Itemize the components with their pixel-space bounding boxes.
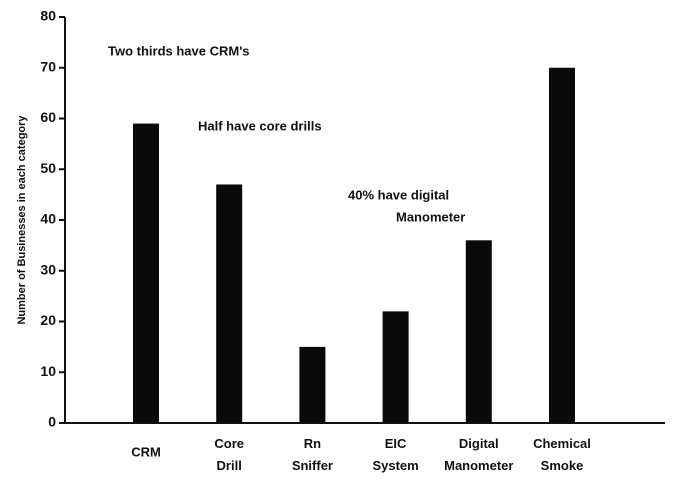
- y-tick-label: 0: [48, 414, 56, 430]
- x-tick-label: EIC System: [372, 436, 418, 473]
- x-tick-label: Chemical Smoke: [533, 436, 591, 473]
- bar: [216, 184, 243, 423]
- y-tick-label: 20: [40, 312, 56, 328]
- y-tick-label: 70: [40, 58, 56, 74]
- y-tick-label: 50: [40, 160, 56, 176]
- x-tick-label: Core Drill: [214, 436, 244, 473]
- annotation: Half have core drills: [198, 118, 322, 133]
- y-tick-label: 30: [40, 261, 56, 277]
- annotation: 40% have digital: [348, 187, 449, 202]
- bar: [382, 311, 409, 423]
- y-tick-label: 10: [40, 363, 56, 379]
- y-tick-label: 80: [40, 8, 56, 24]
- bar: [465, 240, 492, 423]
- bar: [133, 123, 159, 423]
- x-tick-label: Digital Manometer: [444, 436, 513, 473]
- y-tick-label: 60: [40, 109, 56, 125]
- bar: [549, 67, 575, 423]
- bar: [299, 346, 326, 423]
- annotation: Manometer: [396, 209, 465, 224]
- y-axis-label: Number of Businesses in each category: [16, 115, 28, 325]
- annotation: Two thirds have CRM's: [108, 43, 250, 58]
- x-tick-label: Rn Sniffer: [292, 436, 333, 473]
- x-tick-label: CRM: [131, 444, 161, 459]
- y-tick-label: 40: [40, 211, 56, 227]
